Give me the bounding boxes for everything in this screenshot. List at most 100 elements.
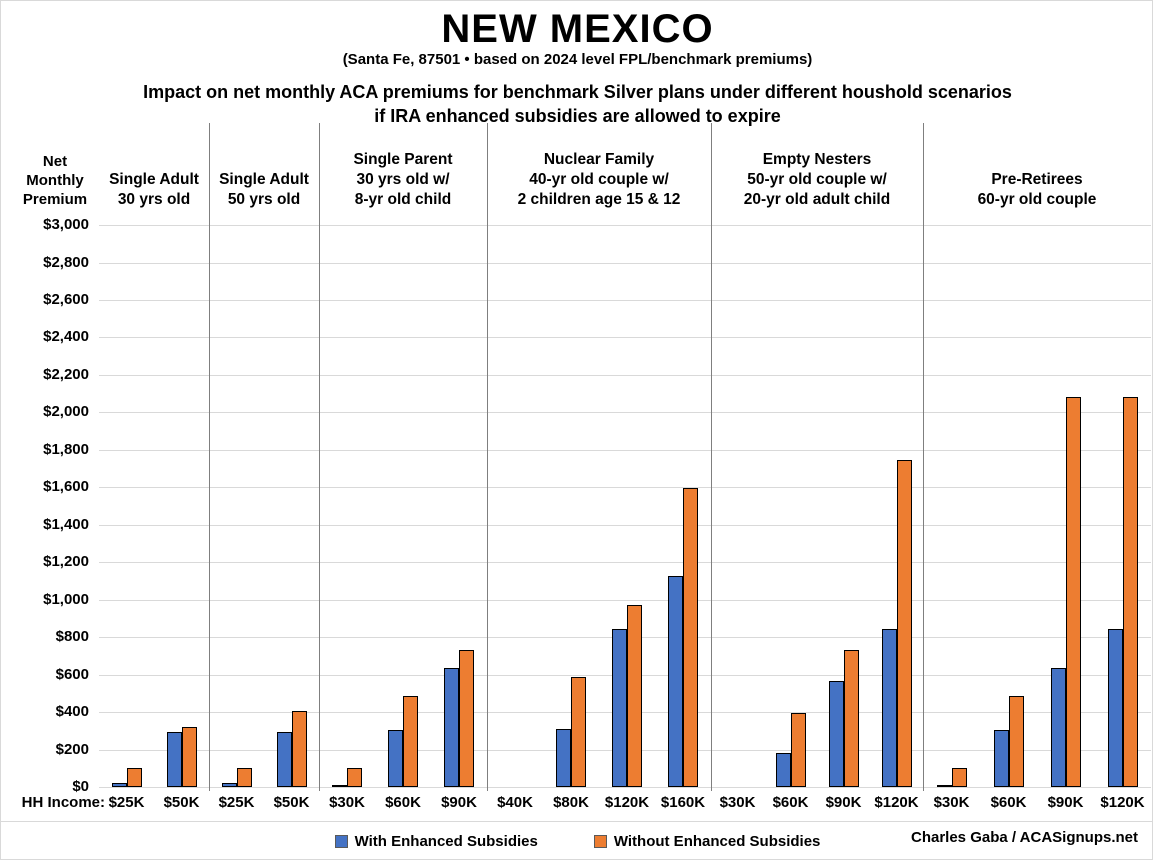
group-header-line: 50-yr old couple w/ xyxy=(747,171,887,188)
x-axis-income-label: $30K xyxy=(933,794,970,811)
group-divider xyxy=(711,123,712,791)
bar-without-subsidies xyxy=(896,460,912,787)
group-divider xyxy=(923,123,924,791)
chart-heading-line2: if IRA enhanced subsidies are allowed to… xyxy=(374,106,781,126)
x-axis-income-label: $120K xyxy=(604,794,650,811)
legend-swatch-with-icon xyxy=(334,835,348,848)
bar-with-subsidies xyxy=(936,785,952,787)
x-axis-income-label: $90K xyxy=(825,794,862,811)
gridline xyxy=(99,225,1151,226)
group-header-line: 2 children age 15 & 12 xyxy=(517,191,681,208)
y-axis-tick-label: $600 xyxy=(55,665,89,683)
gridline xyxy=(99,524,1151,526)
bar-without-subsidies xyxy=(459,650,474,787)
group-header-line: 50 yrs old xyxy=(227,191,301,208)
chart-heading-line1: Impact on net monthly ACA premiums for b… xyxy=(143,82,1012,102)
chart-legend: With Enhanced Subsidies Without Enhanced… xyxy=(1,821,1152,859)
legend-label: Without Enhanced Subsidies xyxy=(613,833,821,850)
group-header-line: Empty Nesters xyxy=(762,151,872,168)
bar-without-subsidies xyxy=(347,768,362,787)
bar-with-subsidies xyxy=(668,576,683,787)
x-axis-income-label: $30K xyxy=(719,794,756,811)
location-note: (Santa Fe, 87501 • based on 2024 level F… xyxy=(342,51,813,68)
y-axis-title: Net Monthly Premium xyxy=(11,141,99,209)
x-axis-income-label: $60K xyxy=(772,794,809,811)
x-axis-income-label: $50K xyxy=(163,794,200,811)
bar-without-subsidies xyxy=(1008,696,1024,787)
bar-without-subsidies xyxy=(126,768,142,787)
x-axis-income-label: $160K xyxy=(660,794,706,811)
group-header: Single Parent 30 yrs old w/8-yr old child xyxy=(319,123,487,212)
bar-without-subsidies xyxy=(790,713,806,787)
group-header: Single Adult 30 yrs old xyxy=(99,123,209,212)
gridline xyxy=(99,487,1151,489)
x-axis-income-label: $30K xyxy=(329,794,365,811)
y-axis-tick-label: $2,000 xyxy=(43,403,89,421)
legend-item-without-subsidies: Without Enhanced Subsidies xyxy=(593,833,821,850)
x-axis-prefix-label: HH Income: xyxy=(21,794,105,811)
gridline xyxy=(99,337,1151,339)
bar-without-subsidies xyxy=(683,488,698,787)
group-header: Pre-Retirees 60-yr old couple xyxy=(923,123,1151,212)
bar-with-subsidies xyxy=(332,785,347,787)
gridline xyxy=(99,787,1151,788)
y-axis-tick-label: $400 xyxy=(55,703,89,721)
bar-without-subsidies xyxy=(236,768,252,787)
x-axis-income-label: $50K xyxy=(273,794,310,811)
y-axis-tick-label: $1,000 xyxy=(43,590,89,608)
bar-without-subsidies xyxy=(1122,397,1138,787)
y-axis-tick-label: $3,000 xyxy=(43,216,89,233)
group-header-line: 20-yr old adult child xyxy=(743,191,891,208)
y-axis-tick-label: $200 xyxy=(55,740,89,758)
group-header-line: Single Adult xyxy=(219,171,309,188)
y-axis-tick-label: $2,200 xyxy=(43,365,89,383)
bar-with-subsidies xyxy=(111,783,127,787)
bar-with-subsidies xyxy=(828,681,844,787)
bar-without-subsidies xyxy=(1065,397,1081,787)
bar-with-subsidies xyxy=(775,753,791,787)
bar-with-subsidies xyxy=(388,730,403,787)
bar-without-subsidies xyxy=(181,727,197,787)
bar-without-subsidies xyxy=(291,711,307,787)
x-axis-income-label: $60K xyxy=(990,794,1027,811)
y-axis-title-line: Premium xyxy=(22,191,88,208)
group-header: Empty Nesters 50-yr old couple w/20-yr ol… xyxy=(711,123,923,212)
bar-with-subsidies xyxy=(993,730,1009,787)
gridline xyxy=(99,449,1151,451)
x-axis-income-label: $40K xyxy=(497,794,533,811)
bar-without-subsidies xyxy=(403,696,418,787)
group-header-line: 8-yr old child xyxy=(354,191,452,208)
bar-with-subsidies xyxy=(444,668,459,787)
group-divider xyxy=(487,123,488,791)
bar-with-subsidies xyxy=(166,732,182,787)
legend-item-with-subsidies: With Enhanced Subsidies xyxy=(334,833,538,850)
bar-without-subsidies xyxy=(843,650,859,787)
group-header-line: Single Adult xyxy=(109,171,199,188)
gridline xyxy=(99,374,1151,376)
gridline xyxy=(99,562,1151,564)
group-header-line: 30 yrs old xyxy=(117,191,191,208)
y-axis-tick-label: $1,800 xyxy=(43,440,89,458)
bar-with-subsidies xyxy=(881,629,897,787)
bar-with-subsidies xyxy=(1050,668,1066,787)
y-axis-tick-label: $1,200 xyxy=(43,553,89,571)
y-axis-tick-label: $1,600 xyxy=(43,478,89,496)
gridline xyxy=(99,299,1151,301)
y-axis-tick-label: $2,800 xyxy=(43,253,89,271)
group-header-line: Nuclear Family xyxy=(543,151,655,168)
credit-text: Charles Gaba / ACASignups.net xyxy=(911,829,1138,846)
group-header-line: Single Parent xyxy=(353,151,453,168)
bar-without-subsidies xyxy=(571,677,586,787)
y-axis-title-line: Net xyxy=(42,153,68,170)
group-header-line: 40-yr old couple w/ xyxy=(529,171,669,188)
gridline xyxy=(99,262,1151,264)
bar-with-subsidies xyxy=(1107,629,1123,787)
y-axis-tick-label: $1,400 xyxy=(43,515,89,533)
y-axis-title-line: Monthly xyxy=(26,172,84,189)
x-axis-income-label: $80K xyxy=(553,794,589,811)
y-axis-tick-label: $2,400 xyxy=(43,328,89,346)
x-axis-income-label: $90K xyxy=(441,794,477,811)
group-header-line: 30 yrs old w/ xyxy=(356,171,450,188)
x-axis-income-label: $60K xyxy=(385,794,421,811)
